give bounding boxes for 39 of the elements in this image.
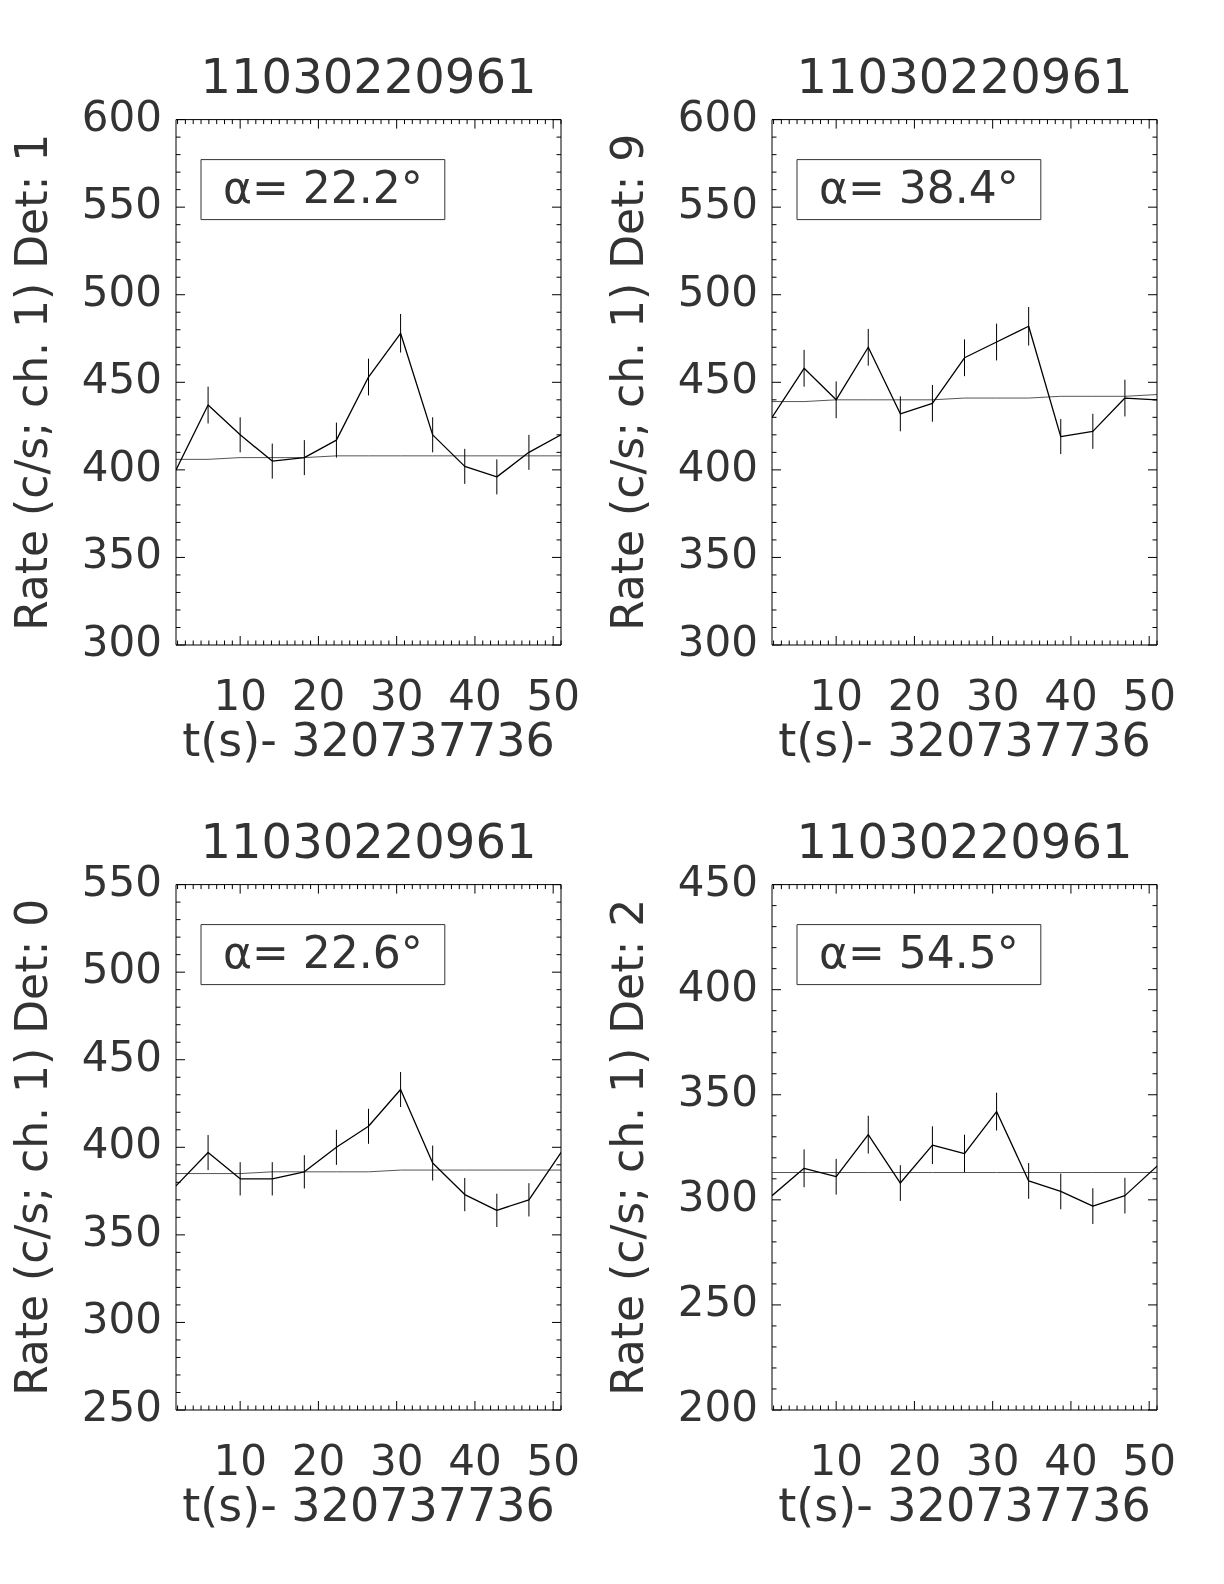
annotation: α= 22.2° <box>223 162 423 214</box>
y-tick-label: 450 <box>81 1031 162 1081</box>
y-tick-label: 350 <box>677 1066 758 1116</box>
annotation: α= 54.5° <box>819 927 1019 979</box>
annotation: α= 38.4° <box>819 162 1019 214</box>
y-tick-label: 500 <box>677 266 758 316</box>
y-axis-title: Rate (c/s; ch. 1) Det: 0 <box>5 898 57 1396</box>
chart-title: 11030220961 <box>200 48 537 105</box>
y-tick-label: 500 <box>81 944 162 994</box>
y-tick-label: 600 <box>81 91 162 141</box>
y-axis-title: Rate (c/s; ch. 1) Det: 1 <box>5 133 57 631</box>
y-tick-label: 250 <box>81 1381 162 1431</box>
y-tick-label: 500 <box>81 266 162 316</box>
chart-title: 11030220961 <box>796 48 1133 105</box>
y-tick-label: 350 <box>81 1206 162 1256</box>
y-tick-label: 450 <box>81 354 162 404</box>
y-axis-title: Rate (c/s; ch. 1) Det: 2 <box>601 898 653 1396</box>
y-tick-label: 300 <box>677 616 758 666</box>
y-tick-label: 450 <box>677 354 758 404</box>
y-tick-label: 550 <box>677 179 758 229</box>
y-tick-label: 600 <box>677 91 758 141</box>
y-axis-title: Rate (c/s; ch. 1) Det: 9 <box>601 133 653 631</box>
y-tick-label: 300 <box>81 1294 162 1344</box>
y-tick-label: 400 <box>81 441 162 491</box>
chart-title: 11030220961 <box>796 813 1133 870</box>
y-tick-label: 200 <box>677 1381 758 1431</box>
y-tick-label: 300 <box>81 616 162 666</box>
y-tick-label: 400 <box>677 961 758 1011</box>
y-tick-label: 450 <box>677 856 758 906</box>
y-tick-label: 400 <box>677 441 758 491</box>
y-tick-label: 350 <box>81 529 162 579</box>
y-tick-label: 300 <box>677 1171 758 1221</box>
annotation: α= 22.6° <box>223 927 423 979</box>
y-tick-label: 250 <box>677 1276 758 1326</box>
y-tick-label: 350 <box>677 529 758 579</box>
y-tick-label: 400 <box>81 1119 162 1169</box>
y-tick-label: 550 <box>81 856 162 906</box>
y-tick-label: 550 <box>81 179 162 229</box>
chart-title: 11030220961 <box>200 813 537 870</box>
